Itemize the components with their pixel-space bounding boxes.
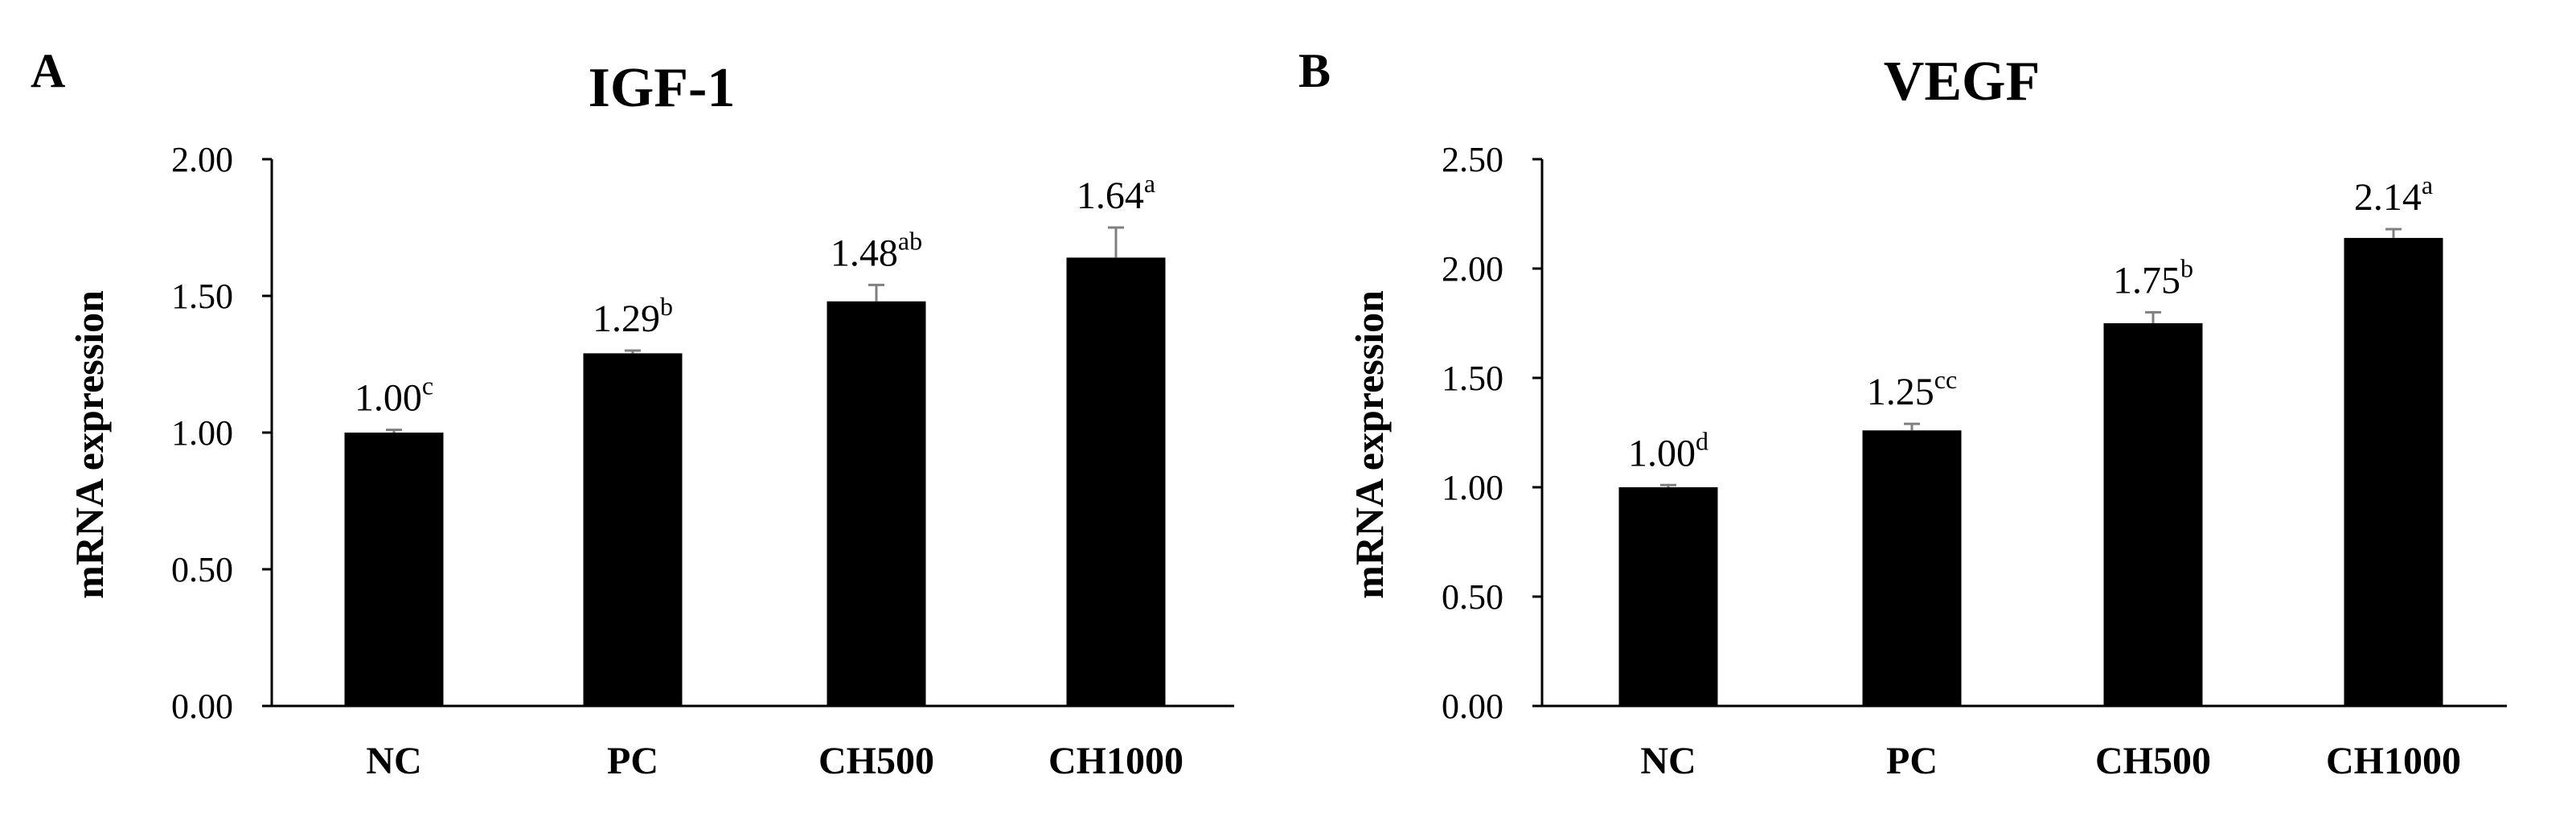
panel-a-y-tick-label: 0.50 [171, 550, 233, 589]
panel-b-x-category-ch500: CH500 [2095, 740, 2211, 782]
panel-a-bar-nc [344, 433, 444, 706]
panel-a-x-category-ch1000: CH1000 [1048, 740, 1183, 782]
panel-a-data-label-value: 1.00 [355, 377, 422, 420]
panel-b-data-label-superscript: d [1696, 426, 1708, 455]
panel-b-y-tick-label: 2.00 [1442, 249, 1503, 289]
panel-a-y-tick-label: 0.00 [171, 687, 233, 726]
panel-b-data-label-ch500: 1.75b [2113, 253, 2193, 302]
panel-b-x-category-ch1000: CH1000 [2326, 740, 2461, 782]
panel-a-x-category-pc: PC [607, 740, 658, 782]
panel-a-y-tick-label: 2.00 [171, 140, 233, 179]
panel-b-y-tick-label: 1.00 [1442, 468, 1503, 507]
panel-b-data-label-value: 1.00 [1628, 432, 1696, 474]
panel-b-bar-pc [1862, 430, 1962, 706]
panel-b-title: VEGF [1884, 51, 2040, 113]
panel-b-x-category-pc: PC [1886, 740, 1938, 782]
panel-a-data-label-value: 1.64 [1077, 174, 1144, 217]
panel-a-data-label-superscript: ab [898, 226, 922, 255]
panel-b-bar-ch500 [2103, 323, 2203, 706]
panel-b-data-label-ch1000: 2.14a [2354, 170, 2433, 219]
panel-a-data-label-value: 1.48 [831, 232, 898, 274]
panel-a-data-label-superscript: a [1144, 169, 1155, 198]
panel-b-data-label-nc: 1.00d [1628, 426, 1708, 474]
panel-a-data-label-ch1000: 1.64a [1077, 169, 1155, 217]
panel-b-y-ticks: 0.00 0.50 1.00 1.50 2.00 2.50 [1442, 140, 1542, 726]
panel-a-x-category-ch500: CH500 [818, 740, 934, 782]
panel-b-y-tick-label: 0.50 [1442, 577, 1503, 617]
panel-a-data-label-value: 1.29 [593, 298, 660, 340]
panel-a-bar-pc [583, 353, 683, 706]
panel-b-y-tick-label: 1.50 [1442, 359, 1503, 398]
panel-a-y-axis-label: mRNA expression [67, 290, 112, 599]
panel-a: A IGF-1 mRNA expression 0.00 0.50 1.00 1.50… [31, 44, 1234, 782]
panel-b-letter: B [1298, 44, 1331, 97]
panel-a-bar-ch500 [827, 301, 926, 706]
panel-b-data-label-value: 2.14 [2354, 176, 2422, 219]
panel-b-y-axis-label: mRNA expression [1347, 290, 1392, 599]
panel-a-error-bars [386, 226, 1124, 433]
panel-a-data-label-superscript: c [422, 371, 433, 400]
panel-a-data-label-nc: 1.00c [355, 371, 433, 420]
panel-a-y-ticks: 0.00 0.50 1.00 1.50 2.00 [171, 140, 272, 726]
panel-a-letter: A [31, 44, 65, 97]
panel-b-data-labels: 1.00d 1.25cc 1.75b 2.14a [1628, 170, 2433, 474]
panel-b-data-label-superscript: cc [1934, 365, 1957, 394]
panel-b-error-bars [1660, 228, 2402, 487]
panel-a-y-tick-label: 1.00 [171, 413, 233, 453]
panel-b-bars [1618, 237, 2443, 706]
panel-a-x-categories: NC PC CH500 CH1000 [366, 740, 1183, 782]
panel-a-data-label-pc: 1.29b [593, 292, 673, 340]
panel-b-x-category-nc: NC [1640, 740, 1696, 782]
panel-b-y-tick-label: 2.50 [1442, 140, 1503, 179]
panel-b-x-categories: NC PC CH500 CH1000 [1640, 740, 2461, 782]
panel-b-y-tick-label: 0.00 [1442, 687, 1503, 726]
panel-b-bar-ch1000 [2344, 237, 2443, 706]
panel-a-bars [344, 257, 1166, 706]
panel-b: B VEGF mRNA expression 0.00 0.50 1.00 1.50 2… [1298, 44, 2507, 782]
panel-b-data-label-pc: 1.25cc [1867, 365, 1957, 413]
panel-a-bar-ch1000 [1066, 257, 1166, 706]
panel-b-data-label-superscript: a [2422, 170, 2433, 199]
panel-a-data-label-superscript: b [660, 292, 673, 321]
panel-b-data-label-value: 1.25 [1867, 371, 1934, 413]
panel-b-data-label-value: 1.75 [2113, 259, 2180, 302]
panel-a-data-label-ch500: 1.48ab [831, 226, 922, 274]
panel-a-x-category-nc: NC [366, 740, 421, 782]
panel-b-bar-nc [1618, 487, 1718, 706]
panel-a-title: IGF-1 [589, 57, 736, 119]
panel-b-data-label-superscript: b [2180, 253, 2193, 282]
panel-a-y-tick-label: 1.50 [171, 277, 233, 316]
